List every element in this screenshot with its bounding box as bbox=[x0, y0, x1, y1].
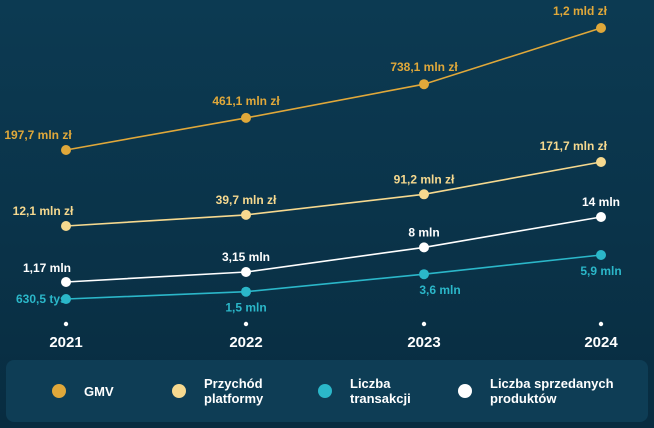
data-point-products-2021 bbox=[61, 277, 71, 287]
data-label-revenue-2024: 171,7 mln zł bbox=[540, 139, 608, 153]
data-label-transactions-2023: 3,6 mln bbox=[419, 283, 460, 297]
data-point-revenue-2022 bbox=[241, 209, 251, 220]
series-line-revenue bbox=[65, 161, 602, 227]
legend-dot-products bbox=[458, 384, 472, 398]
data-label-revenue-2021: 12,1 mln zł bbox=[13, 204, 74, 218]
data-label-transactions-2021: 630,5 tys. bbox=[16, 292, 70, 306]
data-label-transactions-2024: 5,9 mln bbox=[580, 264, 621, 278]
data-label-gmv-2021: 197,7 mln zł bbox=[4, 128, 72, 142]
legend-label-transactions: Liczba transakcji bbox=[350, 376, 411, 406]
legend-dot-gmv bbox=[52, 384, 66, 398]
x-tick-label-2024: 2024 bbox=[584, 334, 618, 351]
legend-item-gmv: GMV bbox=[52, 360, 234, 422]
x-tick-2022 bbox=[243, 321, 249, 327]
data-point-gmv-2022 bbox=[241, 112, 251, 123]
legend-dot-revenue bbox=[172, 384, 186, 398]
data-point-transactions-2022 bbox=[241, 286, 251, 297]
data-label-products-2022: 3,15 mln bbox=[222, 250, 270, 264]
data-point-products-2022 bbox=[241, 267, 251, 277]
data-label-gmv-2024: 1,2 mld zł bbox=[553, 4, 608, 18]
legend-label-revenue: Przychód platformy bbox=[204, 376, 264, 406]
series-line-products bbox=[65, 216, 602, 283]
data-label-products-2021: 1,17 mln bbox=[23, 261, 71, 275]
data-label-revenue-2023: 91,2 mln zł bbox=[394, 172, 455, 186]
data-point-gmv-2021 bbox=[61, 145, 71, 155]
legend-item-transactions: Liczba transakcji bbox=[318, 360, 440, 422]
data-point-products-2023 bbox=[419, 242, 429, 253]
data-point-revenue-2021 bbox=[61, 221, 71, 231]
series-line-transactions bbox=[65, 254, 602, 300]
data-point-transactions-2024 bbox=[596, 250, 606, 260]
data-label-products-2023: 8 mln bbox=[408, 225, 439, 239]
x-tick-2023 bbox=[421, 321, 427, 327]
legend-label-gmv: GMV bbox=[84, 383, 114, 399]
data-point-revenue-2024 bbox=[596, 157, 606, 167]
legend-dot-transactions bbox=[318, 384, 332, 398]
data-point-transactions-2023 bbox=[419, 269, 429, 280]
x-tick-2024 bbox=[598, 321, 604, 327]
x-tick-label-2023: 2023 bbox=[407, 334, 440, 351]
data-point-gmv-2023 bbox=[419, 79, 429, 90]
series-line-gmv bbox=[65, 27, 602, 151]
x-tick-label-2022: 2022 bbox=[229, 334, 262, 351]
data-point-products-2024 bbox=[596, 212, 606, 222]
data-label-gmv-2022: 461,1 mln zł bbox=[212, 94, 280, 108]
legend-item-products: Liczba sprzedanych produktów bbox=[458, 360, 650, 422]
legend: GMV Przychód platformy Liczba transakcji… bbox=[6, 360, 648, 422]
line-chart: 197,7 mln zł 461,1 mln zł 738,1 mln zł 1,2 … bbox=[4, 4, 622, 351]
data-label-revenue-2022: 39,7 mln zł bbox=[216, 193, 277, 207]
data-point-gmv-2024 bbox=[596, 23, 606, 33]
data-label-products-2024: 14 mln bbox=[582, 195, 620, 209]
data-point-revenue-2023 bbox=[419, 189, 429, 200]
legend-item-revenue: Przychód platformy bbox=[172, 360, 304, 422]
x-tick-label-2021: 2021 bbox=[49, 334, 82, 351]
legend-label-products: Liczba sprzedanych produktów bbox=[490, 376, 614, 406]
x-tick-2021 bbox=[63, 321, 69, 327]
data-label-transactions-2022: 1,5 mln bbox=[225, 301, 266, 315]
data-label-gmv-2023: 738,1 mln zł bbox=[390, 60, 458, 74]
data-point-transactions-2021 bbox=[61, 294, 71, 304]
